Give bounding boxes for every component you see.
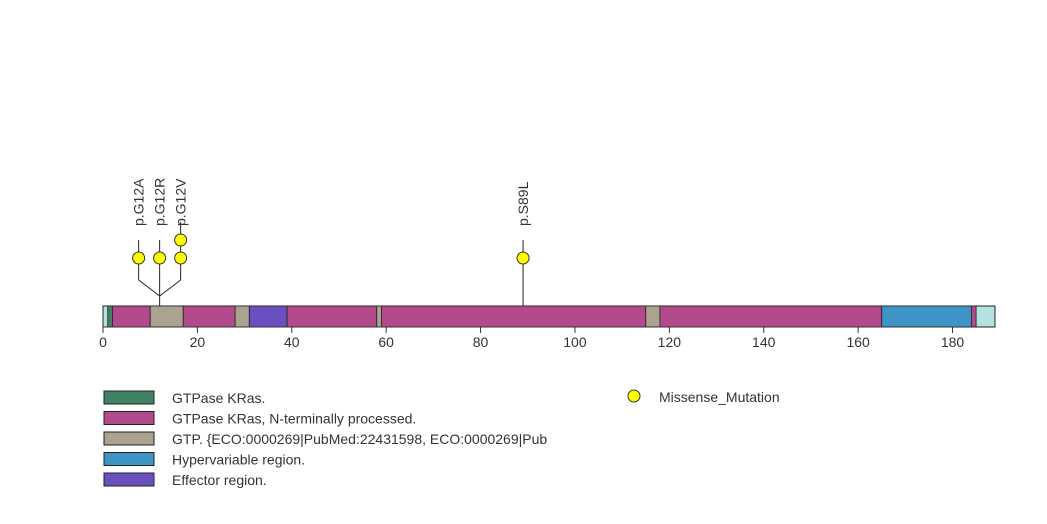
mutation-label-p.G12A: p.G12A	[131, 178, 147, 226]
x-tick-label-140: 140	[752, 334, 776, 350]
x-tick-label-160: 160	[846, 334, 870, 350]
domain-segment-7	[376, 305, 382, 328]
domain-segment-6	[286, 305, 378, 328]
lollipop-p.S89L-1	[516, 251, 530, 265]
x-tick-label-100: 100	[563, 334, 587, 350]
x-tick-label-40: 40	[284, 334, 300, 350]
protein-track	[102, 305, 996, 328]
domain-segment-5	[248, 305, 288, 328]
mutation-lollipops	[132, 233, 530, 265]
mutation-label-p.G12V: p.G12V	[173, 178, 189, 226]
mutation-label-p.G12R: p.G12R	[152, 178, 168, 226]
mutation-label-p.S89L: p.S89L	[515, 181, 531, 226]
x-axis: 0 20 40 60 80 100 120 140 160 180	[99, 326, 965, 350]
x-tick-label-60: 60	[378, 334, 394, 350]
x-tick-label-20: 20	[190, 334, 206, 350]
lollipop-p.G12A-1	[132, 251, 146, 265]
domain-segment-11	[881, 305, 972, 328]
domain-segment-0	[107, 305, 113, 328]
domain-segment-2	[149, 305, 184, 328]
domain-segment-10	[659, 305, 883, 328]
domain-segment-4	[234, 305, 250, 328]
lollipop-p.G12V-1	[174, 251, 188, 265]
legend-label-4: Effector region.	[172, 472, 267, 488]
legend-mutation-marker	[627, 389, 641, 403]
x-tick-label-0: 0	[99, 334, 107, 350]
x-tick-label-180: 180	[941, 334, 965, 350]
legend-label-0: GTPase KRas.	[172, 390, 265, 406]
x-tick-label-120: 120	[658, 334, 682, 350]
domain-segment-12	[971, 305, 977, 328]
mutation-labels: p.G12A p.G12R p.G12V p.S89L	[131, 178, 531, 226]
lollipop-sticks	[138, 222, 524, 317]
legend-label-1: GTPase KRas, N-terminally processed.	[172, 411, 416, 427]
domain-segment-3	[182, 305, 236, 328]
legend-swatch-1	[103, 411, 155, 425]
legend-label-3: Hypervariable region.	[172, 452, 305, 468]
lollipop-p.G12V-2	[174, 233, 188, 247]
lollipop-p.G12R-1	[153, 251, 167, 265]
legend: GTPase KRas. GTPase KRas, N-terminally pr…	[103, 389, 780, 488]
legend-swatch-0	[103, 390, 155, 405]
legend-label-2: GTP. {ECO:0000269|PubMed:22431598, ECO:0…	[172, 431, 547, 447]
stick-fan-p.G12A	[138, 279, 160, 297]
x-tick-label-80: 80	[473, 334, 489, 350]
domain-segment-1	[112, 305, 151, 328]
legend-swatch-2	[103, 431, 155, 446]
legend-swatch-4	[103, 472, 155, 487]
legend-swatch-3	[103, 452, 155, 466]
domain-segment-8	[381, 305, 647, 328]
legend-mutation-label: Missense_Mutation	[659, 389, 780, 405]
stick-fan-p.G12V	[159, 279, 181, 297]
domain-segment-9	[645, 305, 661, 328]
